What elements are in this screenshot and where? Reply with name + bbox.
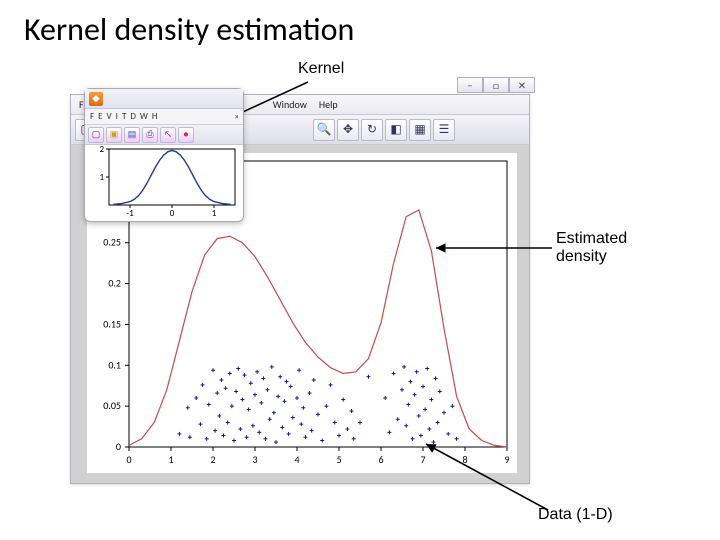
svg-text:0: 0 — [170, 208, 175, 219]
menu-window[interactable]: Window — [273, 98, 307, 111]
svg-text:7: 7 — [420, 453, 425, 466]
svg-text:0: 0 — [126, 453, 131, 466]
kmenu-d[interactable]: D — [130, 111, 136, 122]
k-save-icon[interactable]: ▤ — [124, 127, 140, 143]
matlab-icon: ◆ — [89, 92, 103, 106]
grid-icon[interactable]: ▦ — [409, 119, 431, 141]
annotation-kernel: Kernel — [298, 60, 344, 78]
svg-text:1: 1 — [99, 172, 104, 183]
kernel-figure-window: ◆ F E V I T D W H » ▢ ▣ ▤ ⎙ ↖ ● -1 0 1 1 2 — [84, 88, 244, 222]
svg-text:0.05: 0.05 — [103, 399, 121, 412]
kernel-titlebar: ◆ — [85, 89, 243, 109]
minimize-button[interactable]: − — [457, 77, 483, 93]
k-print-icon[interactable]: ⎙ — [142, 127, 158, 143]
kmenu-t[interactable]: T — [122, 111, 126, 122]
svg-text:9: 9 — [504, 453, 509, 466]
kmenu-e[interactable]: E — [98, 111, 102, 122]
svg-text:0.15: 0.15 — [103, 317, 121, 330]
kmenu-v[interactable]: V — [107, 111, 112, 122]
annotation-estimated-density: Estimated density — [556, 230, 627, 266]
legend-icon[interactable]: ☰ — [433, 119, 455, 141]
k-arrow-icon[interactable]: ↖ — [160, 127, 176, 143]
datatip-icon[interactable]: ◧ — [385, 119, 407, 141]
kmenu-i[interactable]: I — [116, 111, 118, 122]
kernel-toolbar: ▢ ▣ ▤ ⎙ ↖ ● — [85, 125, 243, 145]
svg-text:1: 1 — [212, 208, 217, 219]
kmenu-w[interactable]: W — [140, 111, 148, 122]
svg-text:0.25: 0.25 — [103, 236, 121, 249]
svg-text:2: 2 — [99, 145, 104, 155]
window-controls: − □ ✕ — [457, 77, 535, 93]
svg-text:5: 5 — [336, 453, 341, 466]
kernel-menubar: F E V I T D W H » — [85, 109, 243, 125]
svg-text:3: 3 — [252, 453, 257, 466]
rotate-icon[interactable]: ↻ — [361, 119, 383, 141]
svg-text:0: 0 — [116, 440, 121, 453]
svg-text:8: 8 — [462, 453, 467, 466]
pan-icon[interactable]: ✥ — [337, 119, 359, 141]
page-title: Kernel density estimation — [24, 10, 354, 49]
menu-help[interactable]: Help — [319, 98, 338, 111]
kernel-plot-area: -1 0 1 1 2 — [89, 145, 239, 217]
svg-text:0.2: 0.2 — [108, 277, 121, 290]
svg-text:4: 4 — [294, 453, 299, 466]
svg-text:1: 1 — [168, 453, 173, 466]
k-new-icon[interactable]: ▢ — [88, 127, 104, 143]
svg-text:-1: -1 — [126, 208, 134, 219]
kernel-plot-svg: -1 0 1 1 2 — [89, 145, 241, 219]
svg-text:6: 6 — [378, 453, 383, 466]
zoom-icon[interactable]: 🔍 — [313, 119, 335, 141]
kmenu-f[interactable]: F — [90, 111, 94, 122]
k-open-icon[interactable]: ▣ — [106, 127, 122, 143]
annotation-data-1d: Data (1-D) — [538, 506, 613, 524]
kmenu-h[interactable]: H — [152, 111, 158, 122]
svg-text:0.1: 0.1 — [108, 358, 121, 371]
k-dot-icon[interactable]: ● — [178, 127, 194, 143]
svg-text:2: 2 — [210, 453, 215, 466]
maximize-button[interactable]: □ — [483, 77, 509, 93]
close-button[interactable]: ✕ — [509, 77, 535, 93]
kmenu-more[interactable]: » — [234, 111, 239, 122]
